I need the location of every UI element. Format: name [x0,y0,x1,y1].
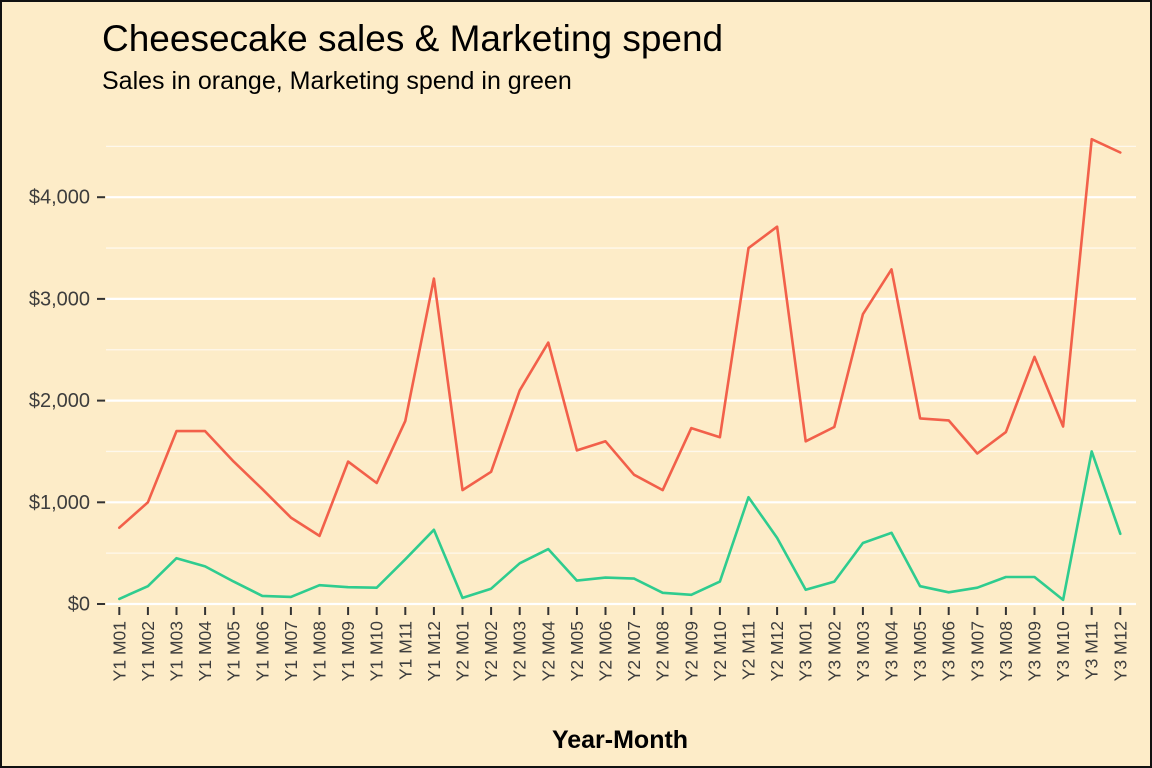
x-tick-label: Y2 M12 [767,621,787,681]
x-tick-label: Y3 M07 [967,621,987,681]
y-tick-label: $2,000 [29,390,90,412]
x-tick-label: Y2 M09 [681,621,701,681]
x-tick-label: Y3 M02 [824,621,844,681]
y-tick-label: $0 [68,594,90,616]
x-tick-label: Y3 M11 [1082,621,1102,680]
x-tick-label: Y2 M01 [453,621,473,681]
x-tick-label: Y3 M01 [796,621,816,681]
x-axis-title: Year-Month [552,726,688,754]
x-tick-label: Y2 M07 [624,621,644,681]
gridlines-major [106,196,1136,606]
y-tick-label: $1,000 [29,492,90,514]
x-tick-label: Y3 M06 [939,621,959,681]
x-tick-label: Y1 M04 [195,621,215,682]
sales-line [118,137,1122,538]
data-series [118,137,1122,602]
x-tick-label: Y1 M01 [109,621,129,681]
x-tick-label: Y1 M10 [367,621,387,682]
x-tick-label: Y3 M03 [853,621,873,681]
x-tick-label: Y3 M10 [1053,621,1073,682]
gridlines-minor [106,145,1136,554]
x-tick-label: Y1 M09 [338,621,358,681]
x-tick-label: Y1 M06 [252,621,272,681]
chart-subtitle: Sales in orange, Marketing spend in gree… [102,67,572,95]
x-tick-label: Y1 M05 [224,621,244,681]
x-tick-label: Y3 M04 [882,621,902,682]
x-tick-label: Y3 M09 [1025,621,1045,681]
x-tick-label: Y2 M05 [567,621,587,681]
x-tick-label: Y2 M06 [596,621,616,681]
x-tick-label: Y1 M11 [395,621,415,680]
y-tick-label: $3,000 [29,288,90,310]
x-tick-label: Y3 M05 [910,621,930,681]
x-tick-label: Y2 M04 [538,621,558,682]
y-tick-label: $4,000 [29,187,90,209]
chart-title: Cheesecake sales & Marketing spend [102,18,723,59]
marketing-spend-line [118,450,1122,602]
x-tick-label: Y1 M08 [310,621,330,681]
x-tick-label: Y1 M02 [138,621,158,681]
x-tick-label: Y3 M12 [1110,621,1130,681]
x-tick-label: Y2 M10 [710,621,730,682]
x-tick-label: Y2 M02 [481,621,501,681]
x-tick-label: Y2 M03 [510,621,530,681]
axis-tick-labels: Y1 M01 Y1 M02 Y1 M03 Y1 M04 Y1 M05 Y1 M06 Y1 M… [29,187,1130,682]
x-tick-label: Y2 M08 [653,621,673,681]
x-tick-label: Y1 M07 [281,621,301,681]
x-tick-label: Y2 M11 [739,621,759,680]
axis-ticks [97,196,1122,615]
x-tick-label: Y3 M08 [996,621,1016,681]
x-tick-label: Y1 M12 [424,621,444,681]
x-tick-label: Y1 M03 [167,621,187,681]
